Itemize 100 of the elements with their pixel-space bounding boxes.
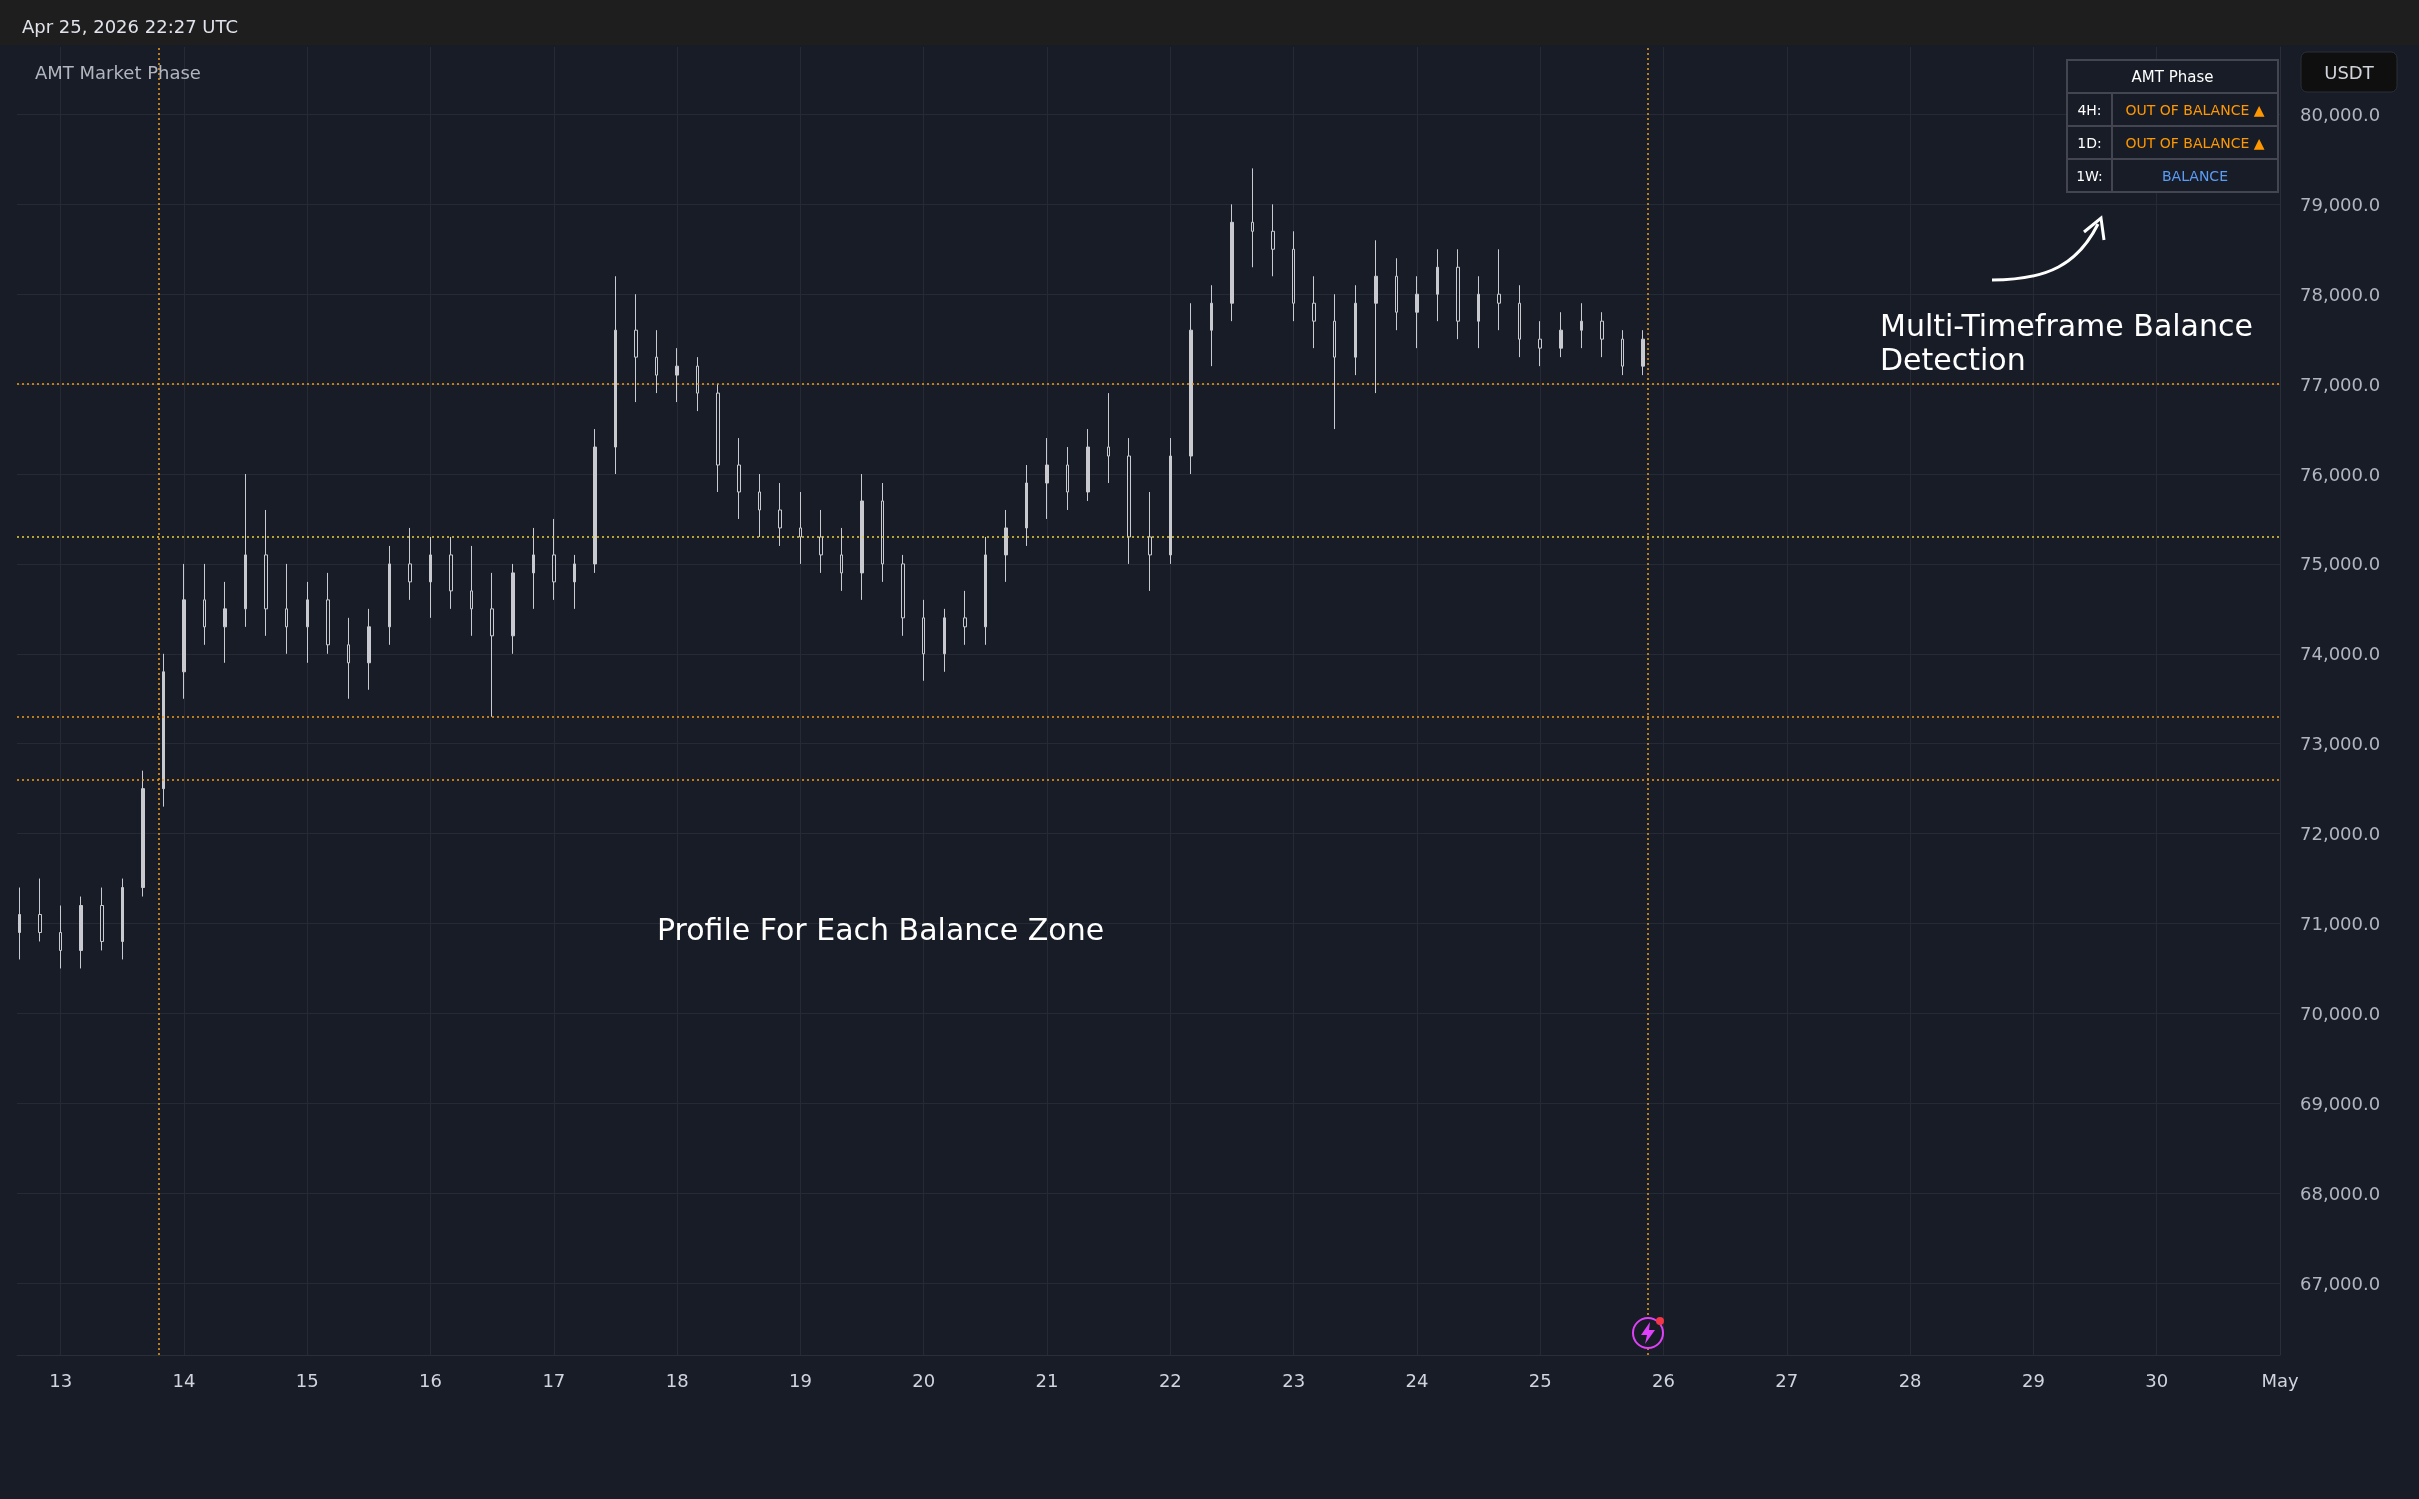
candlestick	[223, 581, 227, 664]
y-tick-label: 68,000.0	[2300, 1182, 2381, 1204]
candlestick	[100, 887, 104, 951]
x-tick-label: 19	[788, 1369, 812, 1391]
y-tick-label: 74,000.0	[2300, 643, 2381, 665]
candlestick	[1025, 464, 1028, 547]
candlestick	[1436, 248, 1439, 322]
candlestick	[1066, 446, 1069, 511]
candlestick	[922, 599, 925, 682]
x-tick-label: 14	[172, 1369, 196, 1391]
candlestick	[141, 770, 145, 898]
candlestick	[1169, 437, 1172, 565]
candlestick	[429, 536, 432, 619]
candlestick	[1210, 284, 1213, 367]
x-tick-label: 17	[542, 1369, 566, 1391]
candlestick	[470, 545, 473, 637]
x-tick-label: May	[2261, 1369, 2299, 1391]
y-tick-label: 70,000.0	[2300, 1002, 2381, 1024]
x-tick-label: 15	[295, 1369, 319, 1391]
candlestick	[203, 563, 206, 646]
candlestick	[1374, 239, 1378, 394]
candlestick	[860, 473, 864, 601]
candlestick	[182, 563, 186, 700]
candlestick	[881, 482, 884, 583]
candlestick	[1538, 320, 1542, 367]
candlestick	[511, 563, 515, 655]
candlestick	[573, 554, 576, 610]
x-tick-label: 26	[1652, 1369, 1675, 1391]
x-tick-label: 23	[1282, 1369, 1306, 1391]
x-tick-label: 13	[49, 1369, 73, 1391]
y-tick-label: 69,000.0	[2300, 1092, 2381, 1114]
candlestick	[716, 383, 720, 493]
candlestick	[984, 536, 987, 646]
x-tick-label: 27	[1775, 1369, 1799, 1391]
candlestick	[347, 617, 350, 700]
candlestick	[264, 509, 268, 637]
annotation: BALANCE	[2162, 167, 2228, 184]
candlestick	[1230, 203, 1234, 322]
candlestick	[675, 347, 679, 403]
candlestick	[59, 905, 62, 969]
candlestick	[1456, 248, 1460, 340]
annotation: AMT Phase	[2131, 67, 2214, 86]
candlestick	[1415, 275, 1419, 349]
candlestick	[778, 482, 782, 547]
y-tick-label: 76,000.0	[2300, 463, 2381, 485]
text: AMT Market Phase	[35, 61, 201, 83]
candlestick	[593, 428, 597, 574]
candlestick	[408, 527, 412, 601]
candlestick	[901, 554, 905, 637]
annotation: 1W:	[2076, 167, 2103, 184]
x-tick-label: 22	[1158, 1369, 1182, 1391]
candlestick	[449, 536, 453, 610]
candlestick	[1004, 509, 1008, 583]
x-tick-label: 25	[1528, 1369, 1552, 1391]
candlestick	[367, 608, 371, 691]
candlestick	[963, 590, 967, 646]
y-tick-label: 73,000.0	[2300, 733, 2381, 755]
y-axis-title: USDT	[2324, 61, 2375, 83]
x-tick-label: 16	[419, 1369, 443, 1391]
candlestick	[696, 356, 699, 412]
candlestick	[1518, 284, 1521, 358]
annotation: OUT OF BALANCE ▲	[2125, 101, 2265, 118]
candlestick	[388, 545, 391, 646]
candlestick	[1333, 293, 1336, 430]
candlestick	[79, 896, 83, 969]
candlestick	[162, 653, 165, 808]
candlestick	[244, 473, 247, 628]
candlestick	[552, 518, 556, 601]
y-tick-label: 79,000.0	[2300, 193, 2381, 215]
candlestick	[38, 878, 42, 942]
candlestick	[840, 527, 843, 592]
annotation: 1D:	[2077, 134, 2102, 151]
x-tick-label: 28	[1898, 1369, 1922, 1391]
chart-subtitle: Apr 25, 2026 22:27 UTC	[22, 15, 239, 37]
candlestick	[1477, 275, 1480, 349]
annotation: 4H:	[2077, 101, 2102, 118]
x-tick-label: 30	[2145, 1369, 2169, 1391]
candlestick	[614, 275, 617, 475]
y-tick-label: 75,000.0	[2300, 553, 2381, 575]
x-tick-label: 29	[2021, 1369, 2045, 1391]
candlestick	[1189, 302, 1193, 475]
candlestick	[655, 329, 658, 394]
y-tick-label: 78,000.0	[2300, 283, 2381, 305]
candlestick	[18, 887, 21, 960]
candlestick	[758, 473, 761, 538]
x-tick-label: 24	[1405, 1369, 1429, 1391]
candlestick	[532, 527, 535, 610]
candlestick	[1086, 428, 1090, 502]
x-tick-label: 18	[665, 1369, 689, 1391]
candlestick	[1559, 311, 1563, 358]
y-tick-label: 71,000.0	[2300, 912, 2381, 934]
candlestick	[737, 437, 741, 520]
y-tick-label: 80,000.0	[2300, 103, 2381, 125]
y-tick-label: 72,000.0	[2300, 823, 2381, 845]
candlestick	[1354, 284, 1357, 376]
y-tick-label: 77,000.0	[2300, 373, 2381, 395]
candlestick	[943, 608, 946, 673]
candlestick	[799, 491, 802, 565]
candlestick	[285, 563, 288, 655]
candlestick	[1127, 437, 1131, 565]
